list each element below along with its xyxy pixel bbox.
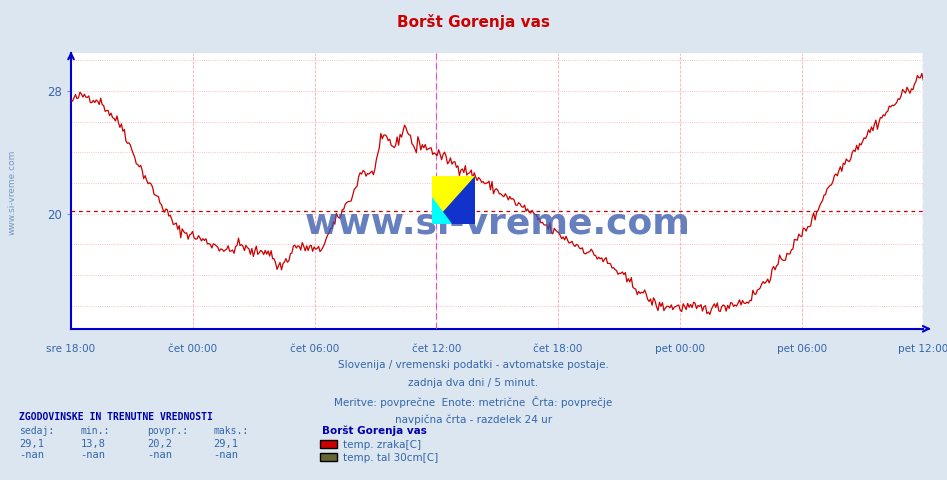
Polygon shape xyxy=(432,176,475,224)
Text: 29,1: 29,1 xyxy=(213,439,238,449)
Text: -nan: -nan xyxy=(80,450,105,460)
Text: maks.:: maks.: xyxy=(213,426,248,436)
Text: 20,2: 20,2 xyxy=(147,439,171,449)
Text: čet 00:00: čet 00:00 xyxy=(169,344,218,354)
Text: min.:: min.: xyxy=(80,426,110,436)
Text: Boršt Gorenja vas: Boršt Gorenja vas xyxy=(322,426,427,436)
Text: povpr.:: povpr.: xyxy=(147,426,188,436)
Text: Meritve: povprečne  Enote: metrične  Črta: povprečje: Meritve: povprečne Enote: metrične Črta:… xyxy=(334,396,613,408)
Text: -nan: -nan xyxy=(147,450,171,460)
Text: 29,1: 29,1 xyxy=(19,439,44,449)
Text: -nan: -nan xyxy=(213,450,238,460)
Text: zadnja dva dni / 5 minut.: zadnja dva dni / 5 minut. xyxy=(408,378,539,388)
Text: 13,8: 13,8 xyxy=(80,439,105,449)
Text: www.si-vreme.com: www.si-vreme.com xyxy=(304,207,690,241)
Text: Boršt Gorenja vas: Boršt Gorenja vas xyxy=(397,13,550,30)
Text: sedaj:: sedaj: xyxy=(19,426,54,436)
Text: temp. zraka[C]: temp. zraka[C] xyxy=(343,440,420,450)
Text: pet 06:00: pet 06:00 xyxy=(777,344,827,354)
Text: čet 12:00: čet 12:00 xyxy=(412,344,461,354)
Text: www.si-vreme.com: www.si-vreme.com xyxy=(8,149,17,235)
Polygon shape xyxy=(432,198,451,224)
Text: sre 18:00: sre 18:00 xyxy=(46,344,96,354)
Text: navpična črta - razdelek 24 ur: navpična črta - razdelek 24 ur xyxy=(395,415,552,425)
Text: Slovenija / vremenski podatki - avtomatske postaje.: Slovenija / vremenski podatki - avtomats… xyxy=(338,360,609,370)
Polygon shape xyxy=(432,176,475,224)
Text: -nan: -nan xyxy=(19,450,44,460)
Text: čet 06:00: čet 06:00 xyxy=(290,344,339,354)
Text: pet 12:00: pet 12:00 xyxy=(898,344,947,354)
Text: čet 18:00: čet 18:00 xyxy=(533,344,582,354)
Text: ZGODOVINSKE IN TRENUTNE VREDNOSTI: ZGODOVINSKE IN TRENUTNE VREDNOSTI xyxy=(19,412,213,422)
Text: temp. tal 30cm[C]: temp. tal 30cm[C] xyxy=(343,453,438,463)
Text: pet 00:00: pet 00:00 xyxy=(654,344,705,354)
